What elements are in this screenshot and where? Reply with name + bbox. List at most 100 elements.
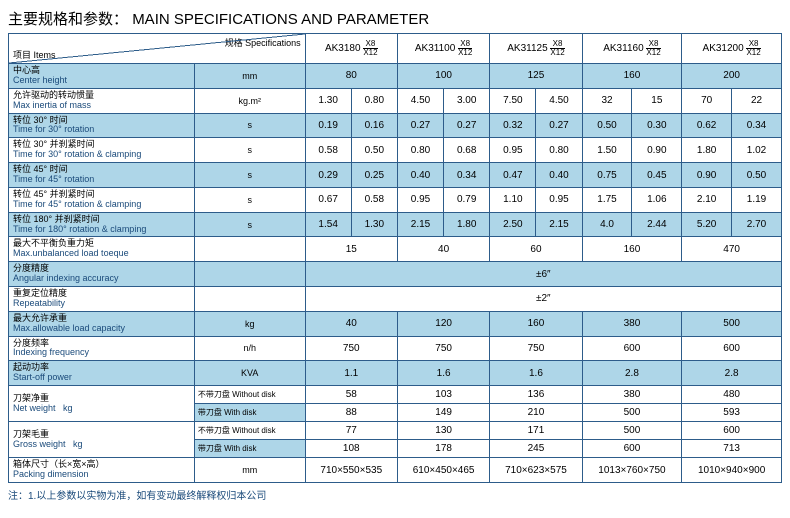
time45-v6: 0.75 xyxy=(582,163,632,188)
packing-unit: mm xyxy=(194,458,305,483)
angular-label: 分度精度Angular indexing accuracy xyxy=(9,262,195,287)
packing-v0: 710×550×535 xyxy=(305,458,397,483)
packing-v1: 610×450×465 xyxy=(397,458,489,483)
row-angular: 分度精度Angular indexing accuracy ±6″ xyxy=(9,262,782,287)
model-4: AK31200 X8X12 xyxy=(682,34,782,64)
row-maxload: 最大允许承重Max.allowable load capacitykg40120… xyxy=(9,311,782,336)
netweight-s2v4: 593 xyxy=(682,404,782,422)
time30c-v9: 1.02 xyxy=(732,138,782,163)
time180c-v5: 2.15 xyxy=(536,212,582,237)
grossweight-s2v4: 713 xyxy=(682,440,782,458)
time30c-v2: 0.80 xyxy=(397,138,443,163)
time45c-label: 转位 45° 并刹紧时间Time for 45° rotation & clam… xyxy=(9,187,195,212)
time180c-v2: 2.15 xyxy=(397,212,443,237)
netweight-s1v3: 380 xyxy=(582,386,682,404)
netweight-s2v1: 149 xyxy=(397,404,489,422)
page-title: 主要规格和参数： MAIN SPECIFICATIONS AND PARAMET… xyxy=(8,8,782,29)
max_inertia-v5: 4.50 xyxy=(536,88,582,113)
time45c-v2: 0.95 xyxy=(397,187,443,212)
grossweight-s2v2: 245 xyxy=(490,440,582,458)
time180c-v8: 5.20 xyxy=(682,212,732,237)
repeat-label: 重复定位精度Repeatability xyxy=(9,287,195,312)
time30-v6: 0.50 xyxy=(582,113,632,138)
max_inertia-v6: 32 xyxy=(582,88,632,113)
time30-unit: s xyxy=(194,113,305,138)
maxload-v4: 500 xyxy=(682,311,782,336)
time30-v4: 0.32 xyxy=(490,113,536,138)
grossweight-s2v3: 600 xyxy=(582,440,682,458)
time30-v1: 0.16 xyxy=(351,113,397,138)
maxload-v1: 120 xyxy=(397,311,489,336)
startoff-v0: 1.1 xyxy=(305,361,397,386)
unbalanced-v3: 160 xyxy=(582,237,682,262)
row-max_inertia: 允许驱动的转动惯量Max inertia of masskg.m²1.300.8… xyxy=(9,88,782,113)
grossweight-s1v1: 130 xyxy=(397,422,489,440)
max_inertia-v1: 0.80 xyxy=(351,88,397,113)
netweight-sub2-label: 带刀盘 With disk xyxy=(194,404,305,422)
time180c-v6: 4.0 xyxy=(582,212,632,237)
time30c-v7: 0.90 xyxy=(632,138,682,163)
time45-v7: 0.45 xyxy=(632,163,682,188)
row-repeat: 重复定位精度Repeatability±2″ xyxy=(9,287,782,312)
time45-unit: s xyxy=(194,163,305,188)
time45c-v7: 1.06 xyxy=(632,187,682,212)
netweight-s1v4: 480 xyxy=(682,386,782,404)
time180c-v4: 2.50 xyxy=(490,212,536,237)
grossweight-s1v0: 77 xyxy=(305,422,397,440)
indexfreq-v3: 600 xyxy=(582,336,682,361)
row-netweight-1: 刀架净重Net weight kg不带刀盘 Without disk581031… xyxy=(9,386,782,404)
maxload-v0: 40 xyxy=(305,311,397,336)
time45-label: 转位 45° 时间Time for 45° rotation xyxy=(9,163,195,188)
time30-v8: 0.62 xyxy=(682,113,732,138)
model-2: AK31125 X8X12 xyxy=(490,34,582,64)
max_inertia-v9: 22 xyxy=(732,88,782,113)
maxload-label: 最大允许承重Max.allowable load capacity xyxy=(9,311,195,336)
max_inertia-v2: 4.50 xyxy=(397,88,443,113)
row-time45c: 转位 45° 并刹紧时间Time for 45° rotation & clam… xyxy=(9,187,782,212)
unbalanced-v4: 470 xyxy=(682,237,782,262)
time30-v5: 0.27 xyxy=(536,113,582,138)
header-specs: 规格 Specifications xyxy=(225,36,301,49)
indexfreq-v0: 750 xyxy=(305,336,397,361)
grossweight-s1v2: 171 xyxy=(490,422,582,440)
header-corner: 规格 Specifications 项目 Items xyxy=(9,34,306,64)
header-items: 项目 Items xyxy=(13,48,56,61)
netweight-sub1-label: 不带刀盘 Without disk xyxy=(194,386,305,404)
time30-v0: 0.19 xyxy=(305,113,351,138)
footnote: 注：1.以上参数以实物为准，如有变动最终解释权归本公司 xyxy=(8,487,782,502)
packing-label: 箱体尺寸（长×宽×高）Packing dimension xyxy=(9,458,195,483)
time30c-v3: 0.68 xyxy=(444,138,490,163)
grossweight-sub1-label: 不带刀盘 Without disk xyxy=(194,422,305,440)
time30-v2: 0.27 xyxy=(397,113,443,138)
angular-unit xyxy=(194,262,305,287)
max_inertia-v0: 1.30 xyxy=(305,88,351,113)
max_inertia-v7: 15 xyxy=(632,88,682,113)
time30c-v0: 0.58 xyxy=(305,138,351,163)
startoff-unit: KVA xyxy=(194,361,305,386)
unbalanced-v0: 15 xyxy=(305,237,397,262)
time45c-v0: 0.67 xyxy=(305,187,351,212)
netweight-s1v1: 103 xyxy=(397,386,489,404)
spec-table: 规格 Specifications 项目 Items AK3180 X8X12 … xyxy=(8,33,782,483)
unbalanced-v1: 40 xyxy=(397,237,489,262)
center_height-v0: 80 xyxy=(305,64,397,89)
time45c-v9: 1.19 xyxy=(732,187,782,212)
time45-v1: 0.25 xyxy=(351,163,397,188)
indexfreq-v2: 750 xyxy=(490,336,582,361)
unbalanced-label: 最大不平衡负重力矩Max.unbalanced load toeque xyxy=(9,237,195,262)
maxload-v3: 380 xyxy=(582,311,682,336)
model-0: AK3180 X8X12 xyxy=(305,34,397,64)
max_inertia-v3: 3.00 xyxy=(444,88,490,113)
time30c-v8: 1.80 xyxy=(682,138,732,163)
time45-v3: 0.34 xyxy=(444,163,490,188)
time180c-unit: s xyxy=(194,212,305,237)
time45c-v6: 1.75 xyxy=(582,187,632,212)
time45-v8: 0.90 xyxy=(682,163,732,188)
time30-v7: 0.30 xyxy=(632,113,682,138)
row-unbalanced: 最大不平衡负重力矩Max.unbalanced load toeque15406… xyxy=(9,237,782,262)
angular-val: ±6″ xyxy=(305,262,781,287)
row-time45: 转位 45° 时间Time for 45° rotations0.290.250… xyxy=(9,163,782,188)
time45c-v8: 2.10 xyxy=(682,187,732,212)
time45c-v3: 0.79 xyxy=(444,187,490,212)
time30c-v5: 0.80 xyxy=(536,138,582,163)
